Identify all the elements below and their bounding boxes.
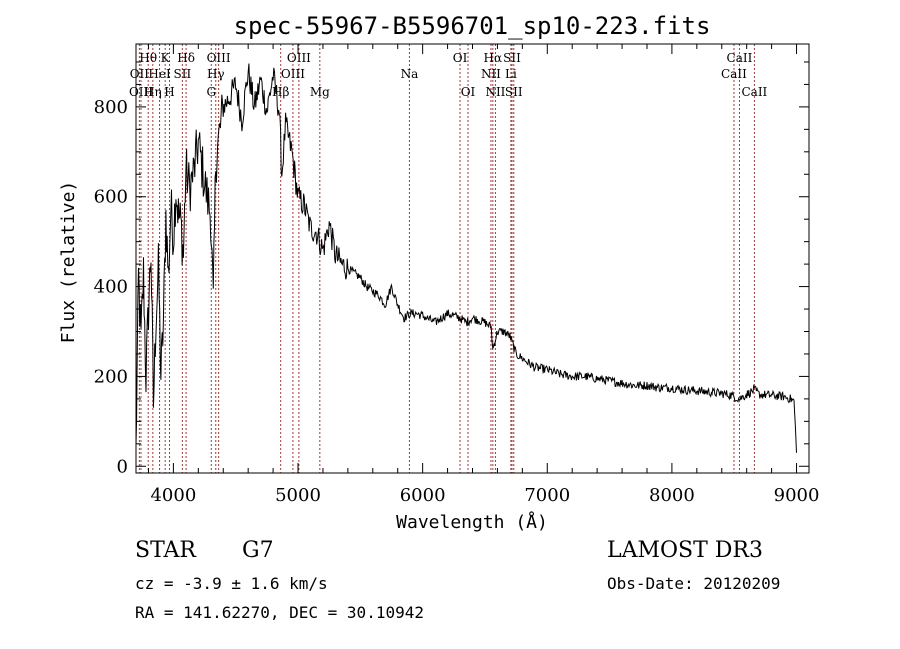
- y-tick-label-2: 400: [94, 277, 128, 298]
- observation-date: Obs-Date: 20120209: [607, 574, 781, 593]
- line-label-2: OIII: [129, 85, 153, 99]
- line-label-26: CaII: [721, 67, 747, 81]
- line-label-11: G: [206, 85, 216, 99]
- line-label-25: CaII: [727, 51, 753, 65]
- x-tick-label-3: 7000: [524, 485, 570, 506]
- line-label-13: OIII: [287, 51, 311, 65]
- line-label-12: Hβ: [272, 85, 289, 99]
- line-label-8: SII: [174, 67, 192, 81]
- chart-title: spec-55967-B5596701_sp10-223.fits: [234, 12, 711, 40]
- survey-name: LAMOST DR3: [607, 538, 763, 563]
- line-label-23: Li: [505, 67, 517, 81]
- line-label-24: SII: [505, 85, 523, 99]
- line-label-3: K: [161, 51, 171, 65]
- line-label-20: NII: [481, 67, 501, 81]
- line-label-14: OIII: [281, 67, 305, 81]
- y-axis-ticks: 0 200 400 600 800: [94, 61, 809, 477]
- y-tick-label-1: 200: [94, 366, 128, 387]
- line-label-22: SII: [503, 51, 521, 65]
- x-tick-label-5: 9000: [774, 485, 820, 506]
- sky-coordinates: RA = 141.62270, DEC = 30.10942: [135, 603, 424, 622]
- y-tick-label-4: 800: [94, 97, 128, 118]
- x-tick-label-0: 4000: [150, 485, 196, 506]
- x-tick-label-4: 8000: [649, 485, 695, 506]
- line-label-21: NII: [485, 85, 505, 99]
- x-tick-label-1: 5000: [275, 485, 321, 506]
- line-label-19: Hα: [484, 51, 503, 65]
- line-label-9: OIII: [207, 51, 231, 65]
- y-tick-label-0: 0: [117, 456, 128, 477]
- spectrum-series: [135, 63, 797, 453]
- redshift-readout: cz = -3.9 ± 1.6 km/s: [135, 574, 328, 593]
- line-label-6: H: [164, 85, 174, 99]
- line-label-17: OI: [453, 51, 468, 65]
- y-tick-label-3: 600: [94, 187, 128, 208]
- line-label-16: Na: [401, 67, 419, 81]
- line-label-27: CaII: [741, 85, 767, 99]
- line-label-10: Hγ: [207, 67, 225, 81]
- line-label-5: Hη: [144, 85, 162, 99]
- spectral-line-labels: Hθ OII OIII K HeI Hη H Hδ SII OIII Hγ G Hβ OIII OIII Mg…: [129, 51, 768, 99]
- line-label-4: HeI: [148, 67, 171, 81]
- line-label-18: OI: [461, 85, 476, 99]
- object-subclass: G7: [242, 538, 274, 563]
- object-class: STAR: [135, 538, 196, 563]
- y-axis-label: Flux (relative): [58, 181, 79, 344]
- x-axis-ticks: 4000 5000 6000 7000 8000 9000: [147, 44, 820, 506]
- plot-frame: [135, 43, 810, 474]
- line-label-7: Hδ: [177, 51, 195, 65]
- line-label-1: OII: [130, 67, 150, 81]
- x-axis-label: Wavelength (Å): [396, 511, 548, 533]
- x-tick-label-2: 6000: [400, 485, 446, 506]
- line-label-0: Hθ: [139, 51, 157, 65]
- line-label-15: Mg: [310, 85, 330, 99]
- spectral-line-markers: [138, 44, 755, 473]
